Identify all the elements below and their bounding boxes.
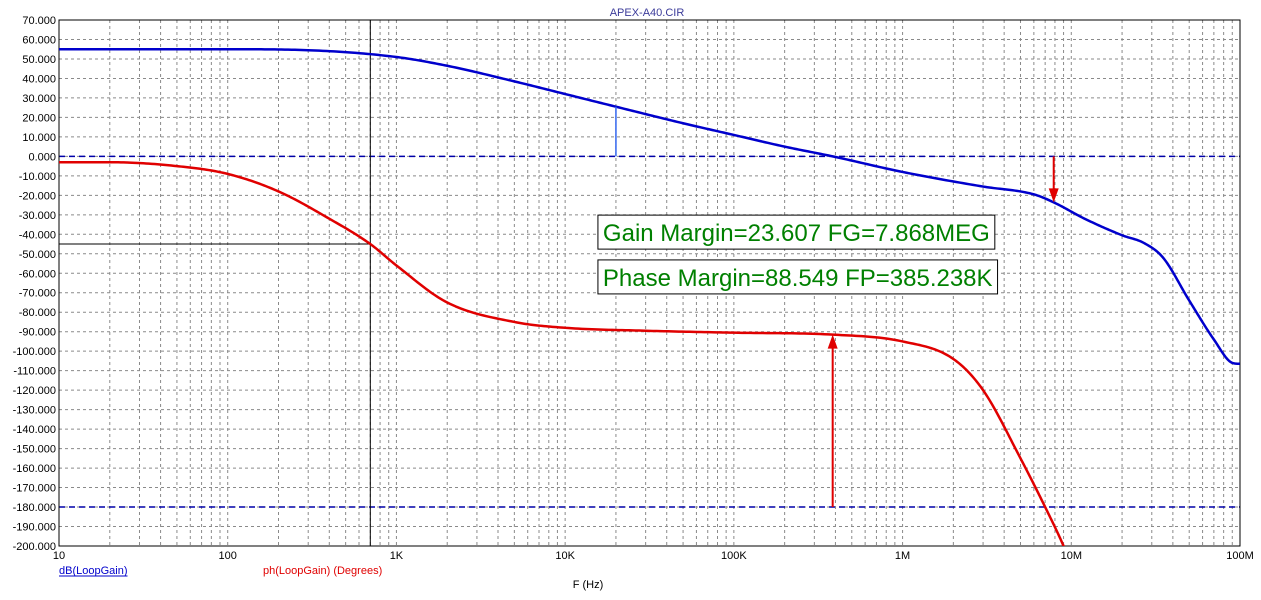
y-tick-label: 70.000 (22, 15, 56, 27)
y-tick-label: -90.000 (19, 327, 56, 339)
series-line-db-loopgain (59, 47, 1240, 366)
cursor-crosshair (59, 20, 371, 546)
y-tick-label: -70.000 (19, 288, 56, 300)
x-axis-label: F (Hz) (573, 579, 604, 591)
legend-item: dB(LoopGain) (59, 565, 128, 577)
x-tick-label: 100 (219, 550, 237, 562)
y-tick-label: -60.000 (19, 268, 56, 280)
y-tick-label: -170.000 (13, 483, 56, 495)
y-tick-label: -20.000 (19, 190, 56, 202)
y-tick-label: 50.000 (22, 54, 56, 66)
x-tick-label: 1K (390, 550, 404, 562)
chart-title: APEX-A40.CIR (610, 7, 685, 19)
y-tick-label: -160.000 (13, 463, 56, 475)
y-tick-label: 60.000 (22, 34, 56, 46)
y-tick-label: -10.000 (19, 171, 56, 183)
y-tick-label: -180.000 (13, 502, 56, 514)
x-tick-label: 10M (1061, 550, 1082, 562)
reference-lines (59, 155, 1240, 508)
y-tick-label: -130.000 (13, 405, 56, 417)
legend-item: ph(LoopGain) (Degrees) (263, 565, 382, 577)
x-tick-label: 1M (895, 550, 910, 562)
marker-arrow-head (1048, 188, 1059, 203)
annotation-text: Phase Margin=88.549 FP=385.238K (603, 265, 993, 292)
y-tick-label: -120.000 (13, 385, 56, 397)
annotations: Gain Margin=23.607 FG=7.868MEG Phase Marg… (597, 214, 999, 295)
y-tick-label: 0.000 (28, 151, 56, 163)
y-tick-label: 10.000 (22, 132, 56, 144)
y-tick-label: -50.000 (19, 249, 56, 261)
markers (615, 106, 1059, 508)
plot-frame (58, 19, 1241, 547)
annotation-box (597, 214, 996, 250)
y-tick-label: -190.000 (13, 522, 56, 534)
y-tick-label: 30.000 (22, 93, 56, 105)
x-tick-label: 100K (721, 550, 747, 562)
annotation-text: Gain Margin=23.607 FG=7.868MEG (603, 220, 990, 247)
series-line-ph-loopgain-degrees (59, 160, 1065, 546)
marker-arrow-head (827, 334, 838, 349)
y-tick-label: 40.000 (22, 73, 56, 85)
y-axis-ticks: 70.000 60.000 50.000 40.000 30.000 20.000 10.0… (13, 15, 56, 553)
y-tick-label: -140.000 (13, 424, 56, 436)
x-tick-label: 10K (555, 550, 575, 562)
x-tick-label: 100M (1226, 550, 1254, 562)
annotation-box (597, 259, 999, 295)
y-tick-label: -30.000 (19, 210, 56, 222)
y-tick-label: -150.000 (13, 444, 56, 456)
y-tick-label: -80.000 (19, 307, 56, 319)
y-tick-label: 20.000 (22, 112, 56, 124)
y-tick-label: -200.000 (13, 541, 56, 553)
y-tick-label: -100.000 (13, 346, 56, 358)
legend: dB(LoopGain) ph(LoopGain) (Degrees) (59, 565, 382, 577)
x-axis-ticks: 10 100 1K 10K 100K 1M 10M 100M (53, 550, 1254, 562)
x-tick-label: 10 (53, 550, 65, 562)
y-tick-label: -40.000 (19, 229, 56, 241)
y-tick-label: -110.000 (13, 366, 56, 378)
series-group (59, 47, 1240, 546)
